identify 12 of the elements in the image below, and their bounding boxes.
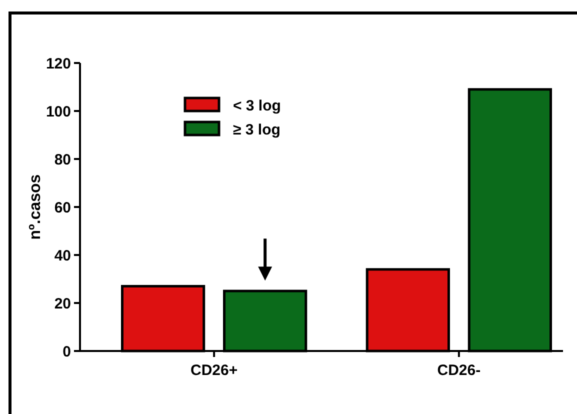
y-tick-label: 40 (54, 247, 71, 264)
y-tick-label: 60 (54, 199, 71, 216)
y-tick-label: 0 (62, 343, 71, 360)
y-tick-label: 80 (54, 151, 71, 168)
x-tick-label: CD26+ (190, 362, 238, 379)
y-axis-title: nº.casos (27, 174, 44, 240)
y-tick-label: 100 (46, 103, 71, 120)
legend-label: < 3 log (233, 97, 281, 114)
legend-label: ≥ 3 log (233, 121, 280, 138)
x-tick-label: CD26- (437, 362, 481, 379)
y-tick-label: 20 (54, 295, 71, 312)
y-tick-label: 120 (46, 55, 71, 72)
